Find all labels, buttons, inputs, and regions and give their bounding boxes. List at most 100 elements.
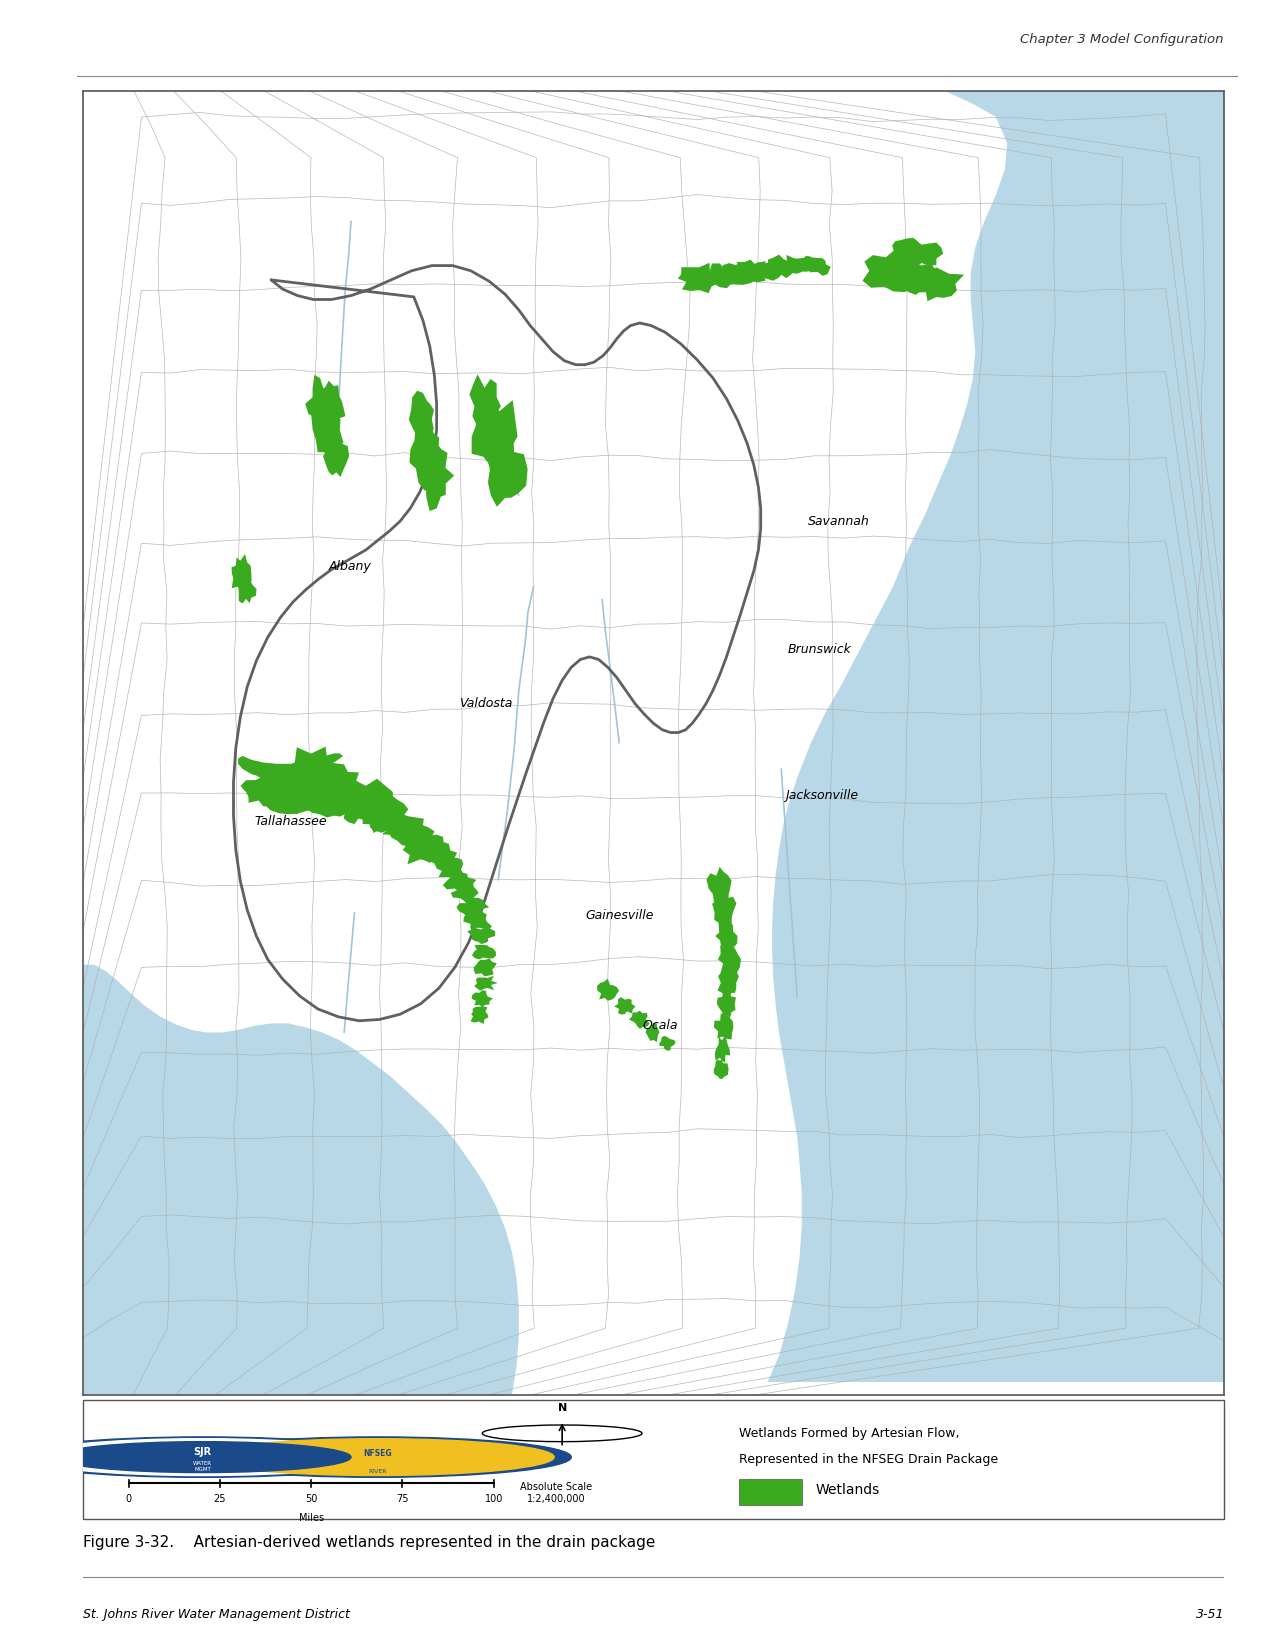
Polygon shape xyxy=(713,890,737,936)
Polygon shape xyxy=(323,381,346,428)
Text: Absolute Scale
1:2,400,000: Absolute Scale 1:2,400,000 xyxy=(520,1483,593,1504)
Polygon shape xyxy=(474,976,497,991)
Text: 50: 50 xyxy=(305,1494,317,1504)
Text: SJR: SJR xyxy=(194,1448,212,1458)
Text: Chapter 3 Model Configuration: Chapter 3 Model Configuration xyxy=(1020,33,1224,46)
Polygon shape xyxy=(311,794,357,817)
Polygon shape xyxy=(339,779,393,821)
Polygon shape xyxy=(714,1060,728,1080)
Text: Ocala: Ocala xyxy=(643,1019,677,1032)
Polygon shape xyxy=(731,259,771,282)
Circle shape xyxy=(184,1436,571,1478)
Polygon shape xyxy=(908,267,964,300)
Polygon shape xyxy=(892,238,923,261)
Text: 3-51: 3-51 xyxy=(1196,1608,1224,1621)
Polygon shape xyxy=(451,880,479,905)
Polygon shape xyxy=(678,263,724,294)
Polygon shape xyxy=(288,784,335,814)
Text: 100: 100 xyxy=(484,1494,502,1504)
Polygon shape xyxy=(305,375,334,436)
Bar xyxy=(740,1479,802,1504)
Text: Represented in the NFSEG Drain Package: Represented in the NFSEG Drain Package xyxy=(740,1453,998,1466)
Polygon shape xyxy=(323,429,349,477)
Polygon shape xyxy=(764,254,794,277)
Polygon shape xyxy=(370,807,409,834)
Polygon shape xyxy=(409,391,434,447)
Polygon shape xyxy=(715,916,737,953)
Polygon shape xyxy=(472,390,518,479)
Polygon shape xyxy=(778,254,807,274)
Polygon shape xyxy=(470,1007,488,1024)
Polygon shape xyxy=(862,251,926,292)
Polygon shape xyxy=(474,958,497,976)
Text: Wetlands Formed by Artesian Flow,: Wetlands Formed by Artesian Flow, xyxy=(740,1426,960,1440)
Polygon shape xyxy=(659,1035,676,1050)
Polygon shape xyxy=(403,835,446,863)
Text: Albany: Albany xyxy=(328,560,371,573)
Polygon shape xyxy=(366,792,409,839)
Text: 75: 75 xyxy=(397,1494,409,1504)
Text: Tallahassee: Tallahassee xyxy=(254,814,326,827)
Text: NFSEG: NFSEG xyxy=(363,1450,391,1458)
Text: 0: 0 xyxy=(125,1494,131,1504)
Polygon shape xyxy=(83,964,519,1395)
Polygon shape xyxy=(900,238,944,269)
Polygon shape xyxy=(768,91,1224,1382)
Polygon shape xyxy=(469,375,501,438)
Polygon shape xyxy=(311,403,343,454)
Polygon shape xyxy=(423,844,456,867)
Polygon shape xyxy=(747,263,783,281)
Polygon shape xyxy=(389,812,430,847)
Polygon shape xyxy=(338,796,375,824)
Polygon shape xyxy=(488,429,528,507)
Polygon shape xyxy=(796,256,821,272)
Text: Jacksonville: Jacksonville xyxy=(784,789,858,802)
Polygon shape xyxy=(718,971,740,1001)
Polygon shape xyxy=(714,1014,733,1040)
Polygon shape xyxy=(238,753,343,784)
Text: 25: 25 xyxy=(213,1494,226,1504)
Text: N: N xyxy=(557,1403,567,1413)
Text: Valdosta: Valdosta xyxy=(459,697,513,710)
Text: Wetlands: Wetlands xyxy=(816,1483,880,1497)
Polygon shape xyxy=(706,867,732,911)
Polygon shape xyxy=(718,943,741,979)
Polygon shape xyxy=(414,834,448,863)
Polygon shape xyxy=(597,979,620,1001)
Text: Miles: Miles xyxy=(298,1512,324,1522)
Text: RIVER: RIVER xyxy=(368,1469,386,1474)
Polygon shape xyxy=(241,776,280,807)
Circle shape xyxy=(200,1438,555,1476)
Polygon shape xyxy=(645,1022,659,1042)
Polygon shape xyxy=(472,991,493,1007)
Text: St. Johns River Water Management District: St. Johns River Water Management Distric… xyxy=(83,1608,349,1621)
Polygon shape xyxy=(715,1035,731,1063)
Polygon shape xyxy=(260,778,314,814)
Polygon shape xyxy=(615,997,635,1015)
Polygon shape xyxy=(472,944,496,959)
Polygon shape xyxy=(382,814,421,844)
Polygon shape xyxy=(703,264,737,289)
Polygon shape xyxy=(442,868,477,892)
Polygon shape xyxy=(806,258,831,276)
Polygon shape xyxy=(714,263,757,286)
Polygon shape xyxy=(418,444,454,512)
Text: Gainesville: Gainesville xyxy=(585,908,654,921)
Polygon shape xyxy=(399,821,435,852)
Polygon shape xyxy=(274,746,349,806)
Circle shape xyxy=(9,1436,397,1478)
Polygon shape xyxy=(232,555,251,588)
Polygon shape xyxy=(237,573,256,604)
Polygon shape xyxy=(315,769,362,812)
Circle shape xyxy=(55,1441,351,1473)
Polygon shape xyxy=(360,799,395,834)
Polygon shape xyxy=(717,992,736,1019)
Polygon shape xyxy=(456,898,490,918)
Polygon shape xyxy=(436,857,463,878)
Text: Figure 3-32.    Artesian-derived wetlands represented in the drain package: Figure 3-32. Artesian-derived wetlands r… xyxy=(83,1534,655,1550)
Circle shape xyxy=(26,1438,380,1476)
Text: WATER
MGMT: WATER MGMT xyxy=(194,1461,212,1473)
Polygon shape xyxy=(409,411,442,492)
Polygon shape xyxy=(467,926,495,944)
Polygon shape xyxy=(463,910,492,931)
